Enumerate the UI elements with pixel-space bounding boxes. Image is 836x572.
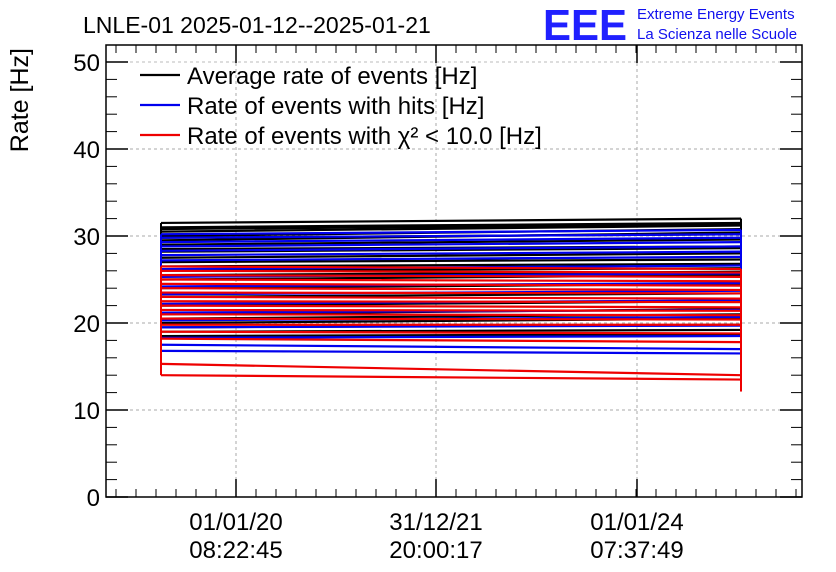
series-3-trace (160, 337, 742, 344)
y-tick-label: 20 (73, 311, 100, 338)
series-1-trace (160, 252, 742, 259)
series-1-trace (160, 224, 742, 233)
y-tick-label: 40 (73, 137, 100, 164)
x-tick-label-time: 07:37:49 (590, 537, 683, 564)
series-1-trace (160, 238, 742, 246)
x-tick-label-time: 20:00:17 (389, 537, 482, 564)
series-2-trace (160, 255, 742, 262)
series-1-trace (160, 223, 742, 231)
series-1-trace (160, 221, 742, 229)
y-tick-label: 10 (73, 398, 100, 425)
series-1-trace (160, 217, 742, 225)
logo-line-2: La Scienza nelle Scuole (637, 26, 797, 43)
chart-title: LNLE-01 2025-01-12--2025-01-21 (83, 12, 431, 38)
series-3-trace (160, 374, 742, 381)
series-3-trace (160, 330, 742, 335)
series-2-trace (160, 324, 742, 329)
series-3-trace (160, 300, 742, 304)
series-3-trace (160, 304, 742, 309)
legend-entry: Rate of events with χ² < 10.0 [Hz] (187, 123, 542, 150)
x-tick-label-date: 01/01/20 (189, 509, 282, 536)
series-3-trace (160, 362, 742, 377)
series-2-trace (160, 228, 742, 236)
series-2-trace (160, 236, 742, 244)
x-tick-label-date: 31/12/21 (389, 509, 482, 536)
series-3 (160, 265, 742, 392)
logo-line-1: Extreme Energy Events (637, 6, 795, 23)
legend: Average rate of events [Hz] Rate of event… (140, 63, 542, 150)
legend-entry: Rate of events with hits [Hz] (187, 93, 484, 120)
y-tick-label: 0 (87, 485, 100, 512)
series-2-trace (160, 343, 742, 351)
series-2-trace (160, 250, 742, 257)
series-1-trace (160, 258, 742, 264)
y-tick-label: 50 (73, 50, 100, 77)
series-3-trace (160, 269, 742, 274)
series-3-trace (160, 291, 742, 295)
series-2-trace (160, 334, 742, 339)
y-tick-label: 30 (73, 224, 100, 251)
series-2-trace (160, 245, 742, 252)
series-3-trace (160, 265, 742, 271)
eee-logo: EEE Extreme Energy Events La Scienza nel… (543, 1, 797, 50)
y-axis-label: Rate [Hz] (6, 48, 34, 152)
x-tick-label-time: 08:22:45 (189, 537, 282, 564)
series-2-trace (160, 240, 742, 248)
x-tick-label-date: 01/01/24 (590, 509, 683, 536)
series-2-trace (160, 233, 742, 239)
series-3-trace (160, 308, 742, 312)
series-3-trace (160, 313, 742, 317)
logo-letters: EEE (543, 1, 627, 50)
series-3-trace (160, 278, 742, 283)
series-3-trace (160, 317, 742, 321)
series-3-trace (160, 274, 742, 278)
series-3-trace (160, 282, 742, 287)
series-layer (160, 217, 742, 392)
series-2-trace (160, 349, 742, 355)
series-1-trace (160, 333, 742, 338)
series-3-trace (160, 295, 742, 300)
series-3-trace (160, 287, 742, 292)
legend-entry: Average rate of events [Hz] (187, 63, 477, 90)
